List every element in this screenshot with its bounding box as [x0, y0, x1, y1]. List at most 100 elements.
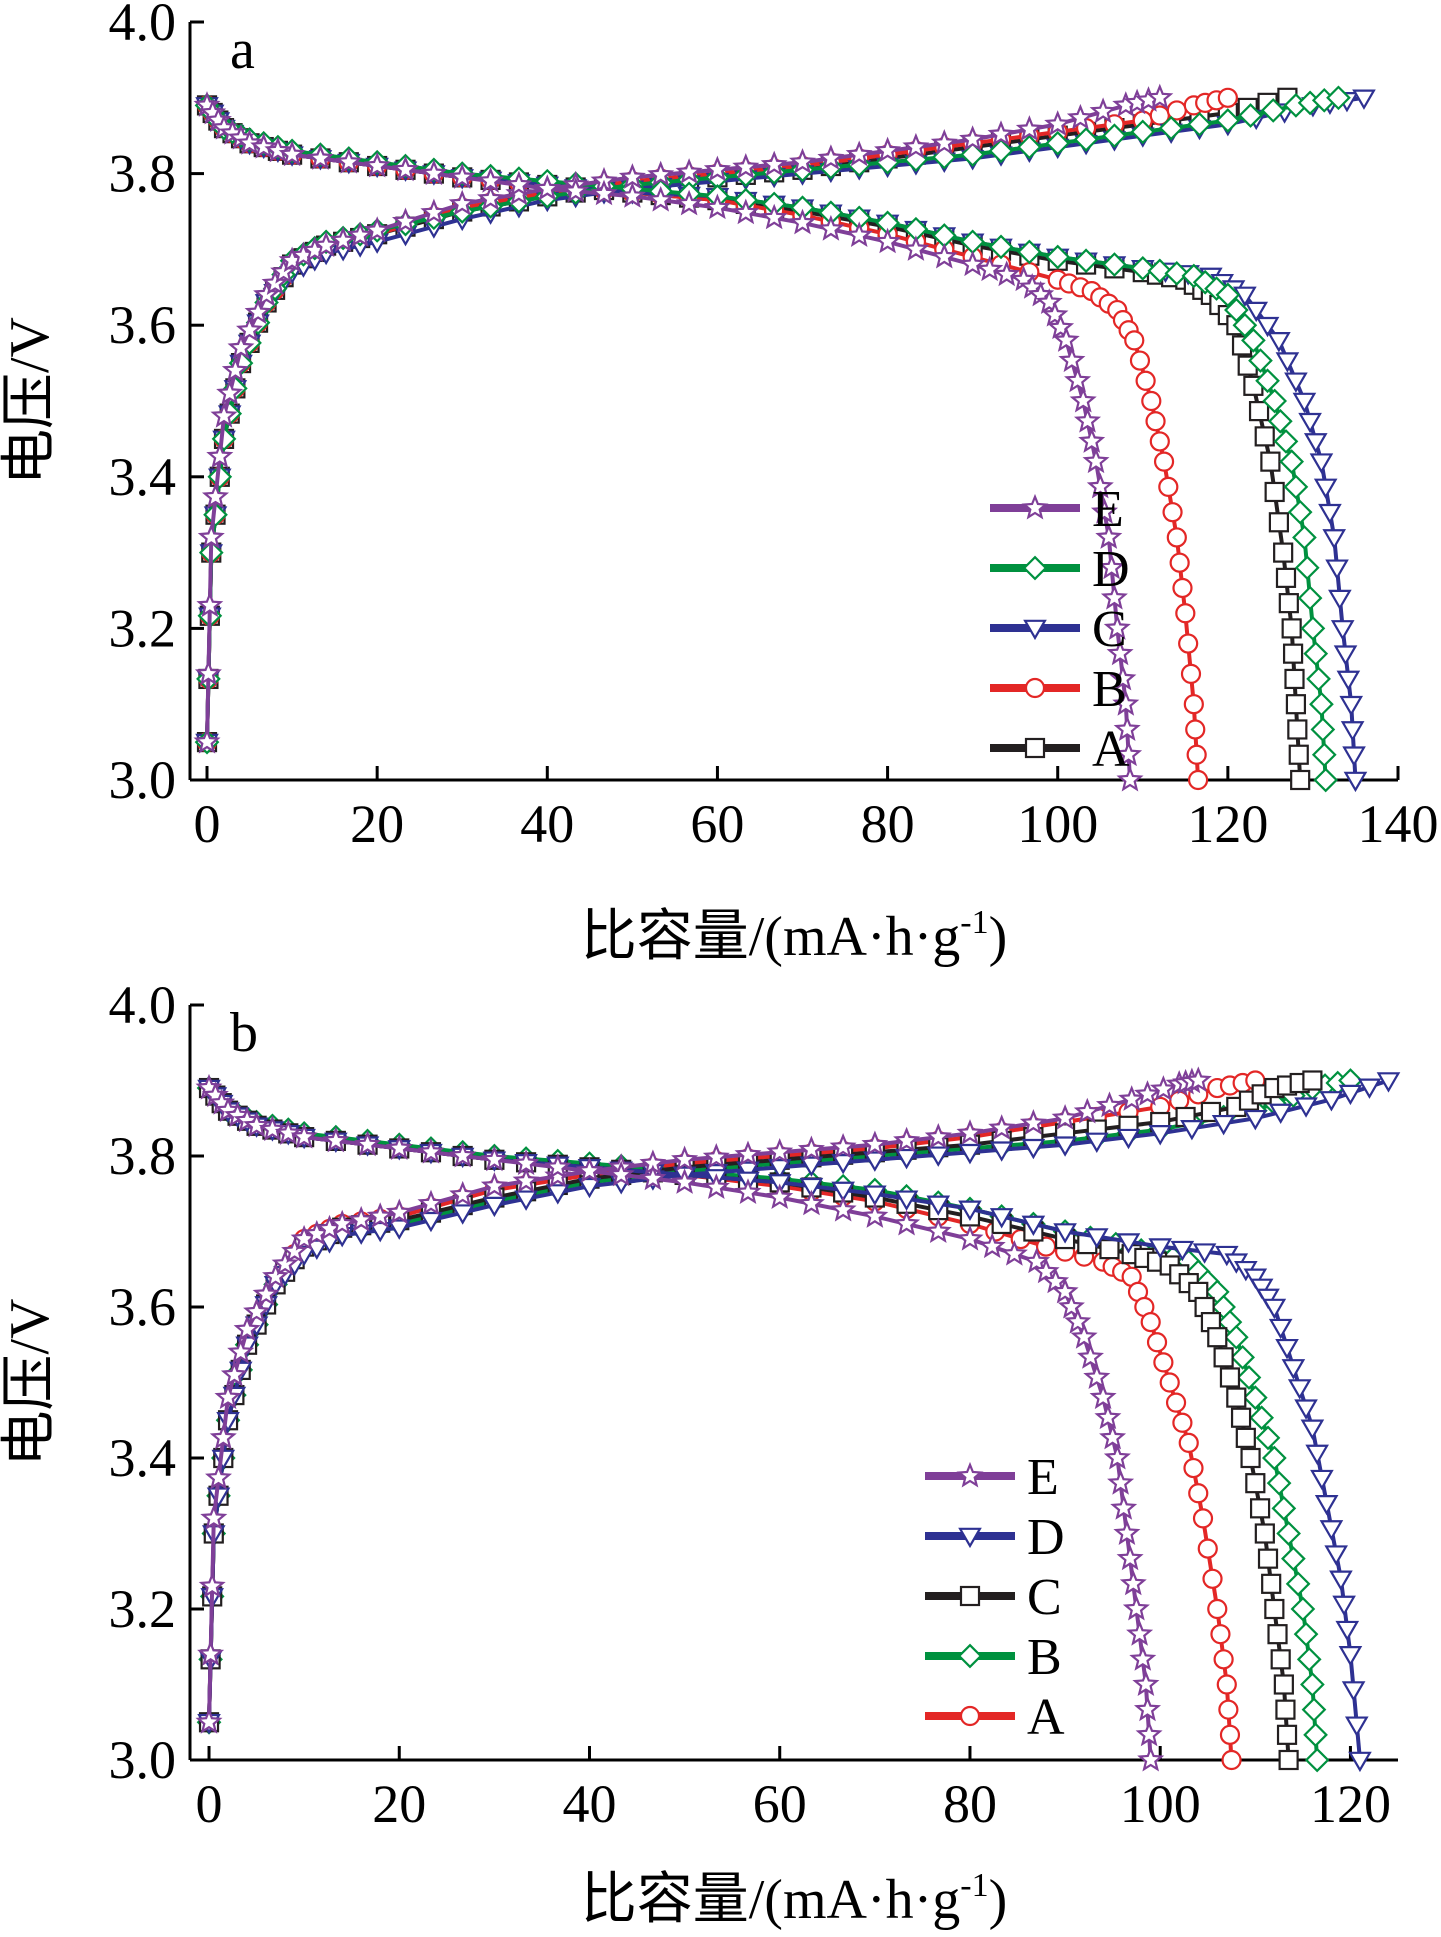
- series-E-discharge-line: [207, 1086, 1153, 1761]
- series-C-point: [1275, 1699, 1296, 1720]
- series-E-point: [477, 166, 505, 193]
- series-A-point: [1278, 593, 1299, 614]
- series-A-point: [1221, 1749, 1242, 1771]
- series-A-point: [1146, 1332, 1168, 1353]
- series-E-point: [250, 132, 278, 159]
- series-A-point: [1282, 643, 1304, 664]
- series-E-point: [817, 214, 845, 241]
- legend-marker: [957, 1643, 983, 1669]
- series-D-point: [1311, 742, 1337, 768]
- series-D-point: [1180, 1120, 1204, 1141]
- y-tick-label: 3.6: [109, 295, 177, 355]
- series-E-point: [236, 316, 263, 342]
- y-tick-label: 3.6: [109, 1277, 177, 1337]
- series-D-point: [1215, 108, 1241, 133]
- series-D-point: [387, 1219, 412, 1240]
- series-E-point: [271, 1250, 299, 1276]
- series-A-point: [1172, 1412, 1193, 1433]
- series-E-point: [270, 257, 298, 284]
- series-E-point: [1058, 346, 1086, 373]
- series-A-point: [1210, 1624, 1231, 1645]
- series-E-point: [956, 1119, 984, 1145]
- series-E-point: [789, 148, 816, 174]
- series-E-point: [760, 203, 788, 230]
- series-D-point: [1084, 1132, 1109, 1153]
- series-C: [195, 89, 1376, 793]
- series-D-point: [1335, 1620, 1360, 1642]
- series-E-point: [1110, 1494, 1138, 1520]
- y-tick-label: 3.4: [109, 447, 177, 507]
- series-E-point: [845, 140, 873, 167]
- series-B-point: [1276, 1521, 1301, 1546]
- series-E-point: [244, 298, 272, 325]
- series-E-point: [1069, 386, 1097, 413]
- series-E-point: [1134, 1080, 1161, 1106]
- series-D-point: [1017, 239, 1042, 265]
- series-D-point: [894, 1190, 919, 1211]
- series-D-point: [1187, 111, 1212, 137]
- series-E-point: [1082, 447, 1110, 474]
- series-E-point: [1032, 1257, 1060, 1284]
- series-E-point: [366, 1202, 394, 1228]
- x-axis-title-main: 比容量/(mA·h·g: [581, 1869, 961, 1931]
- series-E-discharge-line: [205, 104, 1132, 781]
- series-B-point: [1242, 1385, 1268, 1410]
- series-D-point: [1192, 1243, 1217, 1264]
- series-D-point: [534, 183, 560, 209]
- series-E-point: [252, 1280, 280, 1306]
- series-D-point: [1324, 1545, 1348, 1566]
- series-E-point: [1099, 1423, 1127, 1450]
- series-E-point: [391, 155, 420, 182]
- series-D-point: [1319, 1091, 1344, 1112]
- series-E-point: [987, 120, 1015, 146]
- series-D-point: [1102, 123, 1127, 149]
- series-B-point: [1153, 451, 1175, 472]
- series-D-point: [1338, 1084, 1363, 1106]
- series-B-point: [1162, 502, 1183, 523]
- series-B-point: [1185, 719, 1206, 740]
- series-E-point: [874, 136, 902, 163]
- series-E-point: [1137, 1745, 1165, 1772]
- series-E-point: [417, 1138, 445, 1164]
- series-B-point: [1303, 1722, 1328, 1748]
- series-E-point: [261, 269, 289, 295]
- series-E-point: [227, 333, 255, 360]
- series-D-point: [1260, 98, 1286, 123]
- legend-label: E: [1092, 481, 1124, 538]
- series-D-point: [1329, 1570, 1353, 1591]
- series-D-point: [1116, 1233, 1141, 1254]
- series-A-point: [1219, 1724, 1241, 1745]
- series-E-point: [1098, 553, 1126, 580]
- series-E-point: [1066, 103, 1094, 130]
- series-E-point: [197, 1640, 225, 1666]
- series-D-charge-line: [207, 1078, 1390, 1723]
- series-D-point: [1211, 1114, 1236, 1136]
- series-E-point: [385, 1134, 413, 1161]
- series-E-point: [639, 1164, 667, 1191]
- series-D-point: [1310, 1469, 1334, 1491]
- series-E-point: [216, 379, 244, 405]
- series-E-point: [253, 280, 281, 307]
- series-D-point: [450, 1204, 475, 1225]
- series-D-point: [1084, 1228, 1109, 1249]
- y-tick-label: 3.0: [109, 1730, 177, 1790]
- series-E-point: [902, 235, 930, 261]
- series-E-point: [988, 1114, 1016, 1140]
- series-D-point: [1164, 261, 1190, 286]
- series-B-point: [1271, 1495, 1297, 1521]
- series-D-point: [1073, 248, 1099, 274]
- series-E-point: [195, 1708, 223, 1734]
- series-D-point: [207, 464, 233, 490]
- series-B-point: [1236, 1365, 1262, 1390]
- x-tick-label: 40: [562, 1774, 616, 1834]
- series-C-point: [1219, 1367, 1241, 1388]
- series-C-point: [1278, 1749, 1299, 1771]
- y-tick-label: 3.0: [109, 750, 177, 810]
- series-C-point: [1267, 1624, 1288, 1645]
- series-E-point: [702, 1173, 730, 1200]
- series-E-point: [1047, 313, 1075, 340]
- series-D-point: [545, 1184, 570, 1205]
- series-B-point: [1255, 1425, 1281, 1451]
- chart-panel-a: 3.0 3.2 3.4 3.6 3.8 4.0 0 20 40 60 80 100 120 140 a 电压/…: [0, 0, 1439, 968]
- series-D-point: [245, 310, 271, 336]
